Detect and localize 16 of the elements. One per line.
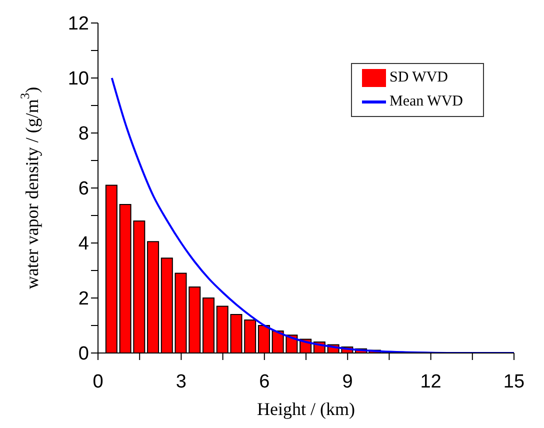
x-tick-label: 9 [342,371,353,392]
x-tick-label: 15 [503,371,525,392]
x-tick-label: 12 [420,371,442,392]
y-tick-label: 10 [68,68,89,90]
x-tick-label: 3 [176,371,186,392]
y-tick-label: 0 [78,344,89,365]
y-tick-label: 12 [68,14,89,35]
x-axis-title: Height / (km) [257,399,355,419]
x-tick-label: 0 [92,371,104,392]
y-tick-label: 8 [78,124,89,145]
legend-label: SD WVD [390,69,448,86]
y-tick-label: 4 [78,234,90,255]
y-tick-label: 2 [78,288,89,310]
x-tick-label: 6 [259,371,270,392]
y-tick-label: 6 [78,178,89,200]
legend-label: Mean WVD [390,93,463,110]
